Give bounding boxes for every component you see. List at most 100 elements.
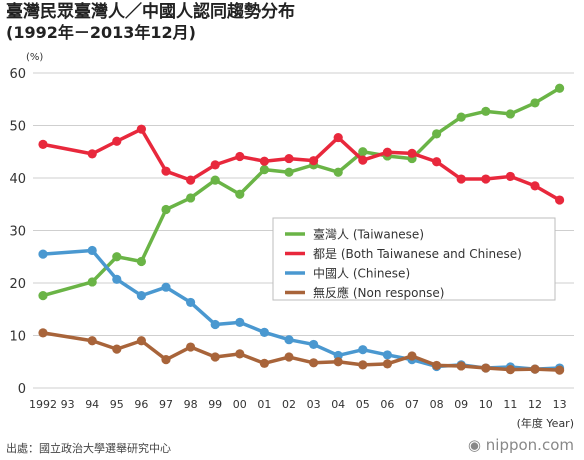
x-tick-label: 06 (380, 398, 394, 411)
data-point (481, 174, 491, 184)
x-tick-label: 97 (159, 398, 173, 411)
legend-entry: 無反應 (Non response) (313, 285, 444, 300)
data-point (259, 156, 269, 166)
x-tick-label: 96 (134, 398, 148, 411)
legend-entry: 都是 (Both Taiwanese and Chinese) (313, 247, 522, 261)
data-point (186, 297, 196, 308)
x-tick-label: 95 (110, 398, 124, 411)
data-point (407, 351, 417, 361)
data-point (87, 336, 97, 346)
legend-entry: 臺灣人 (Taiwanese) (313, 227, 424, 242)
data-point (259, 327, 269, 337)
data-point (87, 277, 97, 287)
logo-text: nippon.com (485, 436, 574, 454)
data-point (210, 175, 220, 185)
data-point (333, 357, 343, 367)
data-point (309, 358, 319, 368)
data-point (555, 83, 565, 93)
data-point (555, 195, 565, 205)
x-tick-label: 08 (430, 398, 444, 411)
data-point (432, 157, 442, 167)
data-point (284, 167, 294, 177)
x-tick-label: 03 (307, 398, 321, 411)
data-point (358, 345, 368, 355)
data-point (235, 349, 245, 359)
data-point (505, 109, 515, 119)
data-point (284, 335, 294, 345)
data-point (38, 291, 48, 301)
x-axis-label: (年度 Year) (517, 416, 574, 430)
y-tick-label: 20 (9, 277, 26, 292)
data-point (210, 319, 220, 330)
x-tick-label: 11 (503, 398, 517, 411)
x-tick-label: 04 (331, 398, 345, 411)
data-point (38, 249, 48, 259)
data-point (358, 147, 368, 157)
data-point (87, 245, 97, 256)
data-point (358, 360, 368, 370)
data-point (235, 317, 245, 327)
data-point (481, 106, 491, 116)
x-tick-label: 05 (356, 398, 370, 411)
data-point (161, 282, 171, 292)
data-point (161, 355, 171, 365)
chart-subtitle: (1992年－2013年12月) (6, 23, 196, 42)
data-point (186, 175, 196, 185)
x-tick-label: 98 (184, 398, 198, 411)
data-point (530, 364, 540, 374)
x-tick-label: 1992 (29, 398, 57, 411)
chart-title: 臺灣民眾臺灣人／中國人認同趨勢分布 (6, 2, 295, 22)
data-point (136, 336, 146, 346)
data-point (432, 129, 442, 139)
data-point (112, 344, 122, 354)
logo-circle-icon: ◉ (467, 436, 481, 454)
data-point (210, 352, 220, 362)
legend-entry: 中國人 (Chinese) (313, 266, 410, 281)
data-point (136, 291, 146, 301)
y-tick-label: 10 (9, 330, 26, 345)
data-point (112, 136, 122, 146)
data-point (505, 365, 515, 375)
y-tick-label: 60 (9, 67, 26, 82)
data-point (259, 358, 269, 368)
data-point (456, 112, 466, 122)
x-tick-label: 99 (208, 398, 222, 411)
data-point (161, 204, 171, 215)
y-tick-label: 40 (9, 172, 26, 187)
data-point (358, 155, 368, 165)
data-point (186, 342, 196, 352)
source-note: 出處：國立政治大學選舉研究中心 (6, 442, 171, 455)
data-point (309, 339, 319, 350)
y-tick-label: 30 (9, 225, 26, 240)
data-point (456, 361, 466, 371)
data-point (136, 124, 146, 134)
y-tick-label: 50 (9, 120, 26, 135)
data-point (38, 139, 48, 149)
data-point (382, 147, 392, 157)
x-tick-label: 07 (405, 398, 419, 411)
x-tick-label: 01 (257, 398, 271, 411)
data-point (136, 256, 146, 267)
data-point (505, 171, 515, 182)
data-point (112, 252, 122, 262)
data-point (284, 352, 294, 362)
x-tick-label: 00 (233, 398, 247, 411)
data-point (456, 174, 466, 184)
data-point (333, 350, 343, 361)
x-tick-label: 93 (61, 398, 75, 411)
y-tick-label: 0 (18, 382, 26, 397)
x-tick-label: 02 (282, 398, 296, 411)
data-point (38, 328, 48, 338)
data-point (161, 166, 171, 176)
data-point (210, 160, 220, 170)
data-point (432, 360, 442, 371)
data-point (555, 365, 565, 375)
data-point (235, 151, 245, 162)
x-tick-label: 12 (528, 398, 542, 411)
x-tick-label: 13 (553, 398, 567, 411)
data-point (407, 148, 417, 158)
x-tick-label: 09 (454, 398, 468, 411)
data-point (481, 363, 491, 373)
data-point (382, 350, 392, 360)
